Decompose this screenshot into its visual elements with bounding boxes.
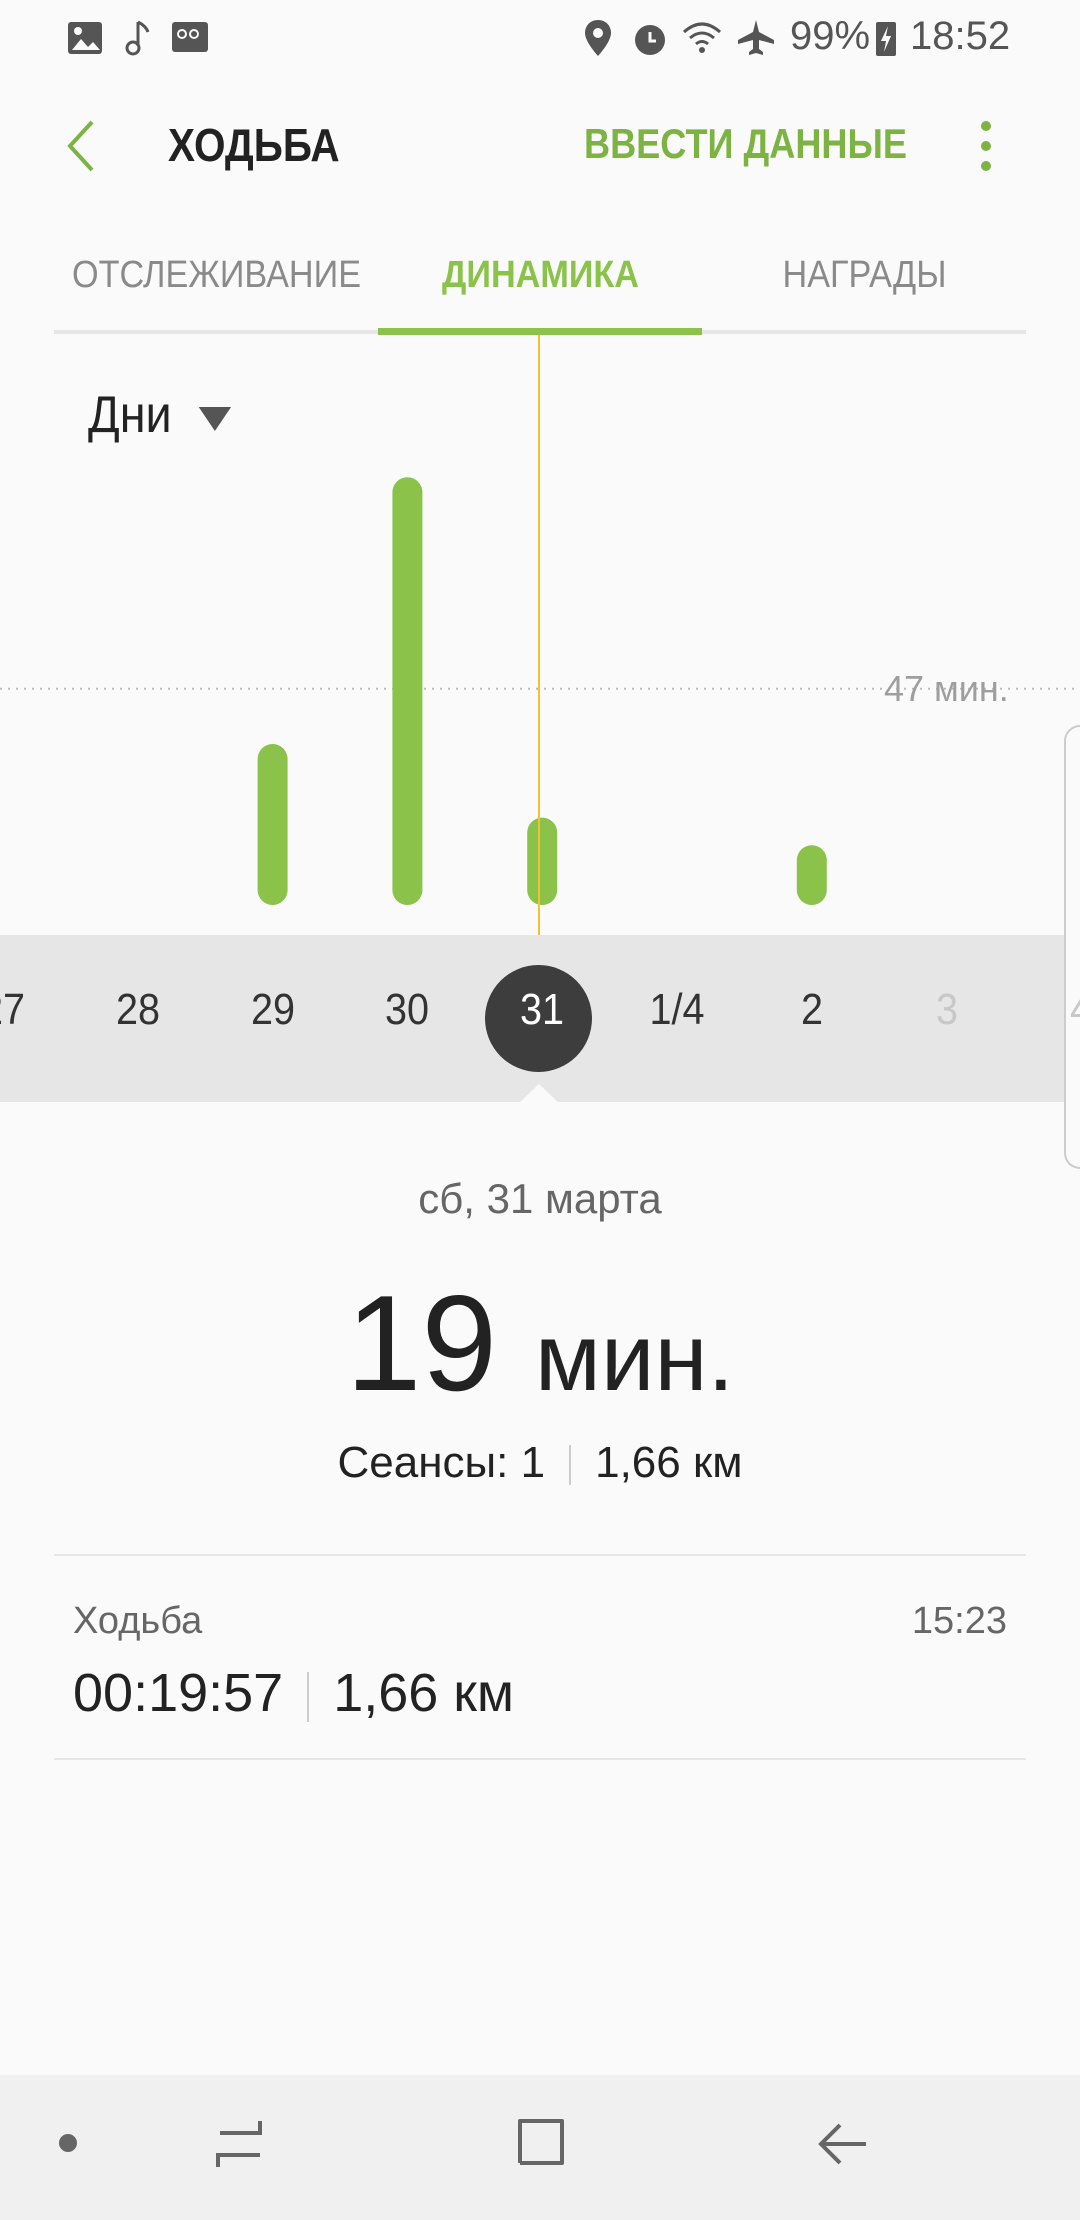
day-label-2[interactable]: 2 <box>800 985 823 1034</box>
wifi-icon <box>683 22 721 53</box>
bar-31[interactable] <box>527 817 558 905</box>
sessions-count: Сеансы: 1 <box>337 1438 546 1487</box>
reference-line-label: 47 мин. <box>884 668 1009 709</box>
dot-icon[interactable] <box>58 2133 78 2153</box>
bar-2[interactable] <box>796 845 827 905</box>
session-start-time: 15:23 <box>911 1600 1007 1642</box>
separator <box>569 1445 572 1486</box>
voicemail-icon <box>172 22 208 52</box>
day-label-31[interactable]: 31 <box>520 985 565 1034</box>
tab-tracking[interactable]: ОТСЛЕЖИВАНИЕ <box>71 254 362 296</box>
selection-cursor-line <box>538 335 540 935</box>
edge-panel-handle[interactable] <box>1064 725 1080 1169</box>
divider <box>54 1554 1026 1556</box>
location-icon <box>585 20 611 56</box>
day-label-4[interactable]: 4 <box>1027 985 1080 1035</box>
image-icon <box>68 22 102 54</box>
day-label-3[interactable]: 3 <box>935 985 958 1034</box>
back-icon[interactable] <box>816 2119 870 2169</box>
bar-29[interactable] <box>257 744 288 905</box>
day-label-29[interactable]: 29 <box>250 985 295 1034</box>
dropdown-arrow-icon <box>199 407 232 432</box>
total-duration: 19 мин. <box>0 1265 1080 1421</box>
session-name: Ходьба <box>73 1600 203 1642</box>
session-duration: 00:19:57 <box>73 1663 284 1723</box>
summary-distance: 1,66 км <box>595 1438 743 1487</box>
page-title: ХОДЬБА <box>168 119 340 171</box>
airplane-icon <box>738 20 774 55</box>
selection-pointer <box>518 1084 560 1104</box>
session-distance: 1,66 км <box>333 1663 515 1723</box>
battery-charging-icon <box>876 22 896 56</box>
battery-percent: 99% <box>790 14 871 58</box>
home-icon[interactable] <box>516 2117 566 2167</box>
duration-value: 19 <box>345 1267 498 1419</box>
day-label-1/4[interactable]: 1/4 <box>649 985 705 1034</box>
period-value: Дни <box>88 386 172 444</box>
active-tab-indicator <box>378 328 702 335</box>
day-label-27[interactable]: 27 <box>0 985 26 1034</box>
selected-day-circle <box>485 965 592 1072</box>
session-values: 00:19:57 1,66 км <box>73 1662 514 1724</box>
clock: 18:52 <box>910 14 1011 58</box>
day-label-28[interactable]: 28 <box>115 985 160 1034</box>
status-bar: 99% 18:52 <box>0 0 1080 80</box>
more-options-icon[interactable] <box>974 118 998 174</box>
navigation-bar <box>0 2075 1080 2220</box>
tab-dynamics[interactable]: ДИНАМИКА <box>442 254 639 296</box>
bar-30[interactable] <box>392 477 423 905</box>
recent-apps-icon[interactable] <box>214 2117 264 2169</box>
enter-data-button[interactable]: ВВЕСТИ ДАННЫЕ <box>584 120 907 167</box>
separator <box>307 1671 310 1722</box>
back-chevron-icon[interactable] <box>62 118 98 174</box>
tab-awards[interactable]: НАГРАДЫ <box>782 254 947 296</box>
music-note-icon <box>125 20 150 56</box>
alarm-icon <box>635 25 665 55</box>
duration-unit: мин. <box>534 1304 735 1411</box>
activity-chart[interactable] <box>0 335 1080 935</box>
session-list-item[interactable] <box>0 1556 1080 1758</box>
day-label-30[interactable]: 30 <box>385 985 430 1034</box>
summary-stats: Сеансы: 1 1,66 км <box>0 1438 1080 1488</box>
period-dropdown[interactable]: Дни <box>88 385 233 445</box>
divider <box>54 1758 1026 1760</box>
selected-date: сб, 31 марта <box>418 1175 662 1222</box>
